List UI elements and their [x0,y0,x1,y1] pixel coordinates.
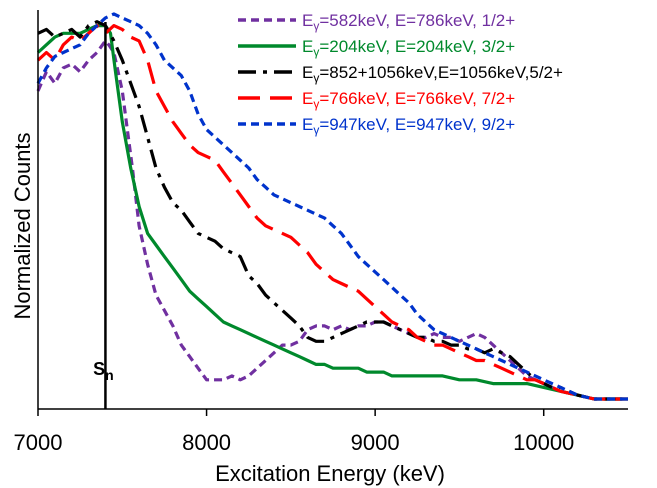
legend-entry-4: Eγ=766keV, E=766keV, 7/2+ [302,89,515,111]
legend-entry-3: Eγ=852+1056keV,E=1056keV,5/2+ [302,63,563,85]
y-axis-title: Normalized Counts [10,132,35,319]
x-tick-label: 7000 [14,430,63,455]
legend-entry-1: Eγ=582keV, E=786keV, 1/2+ [302,11,515,33]
legend-entry-rest: =582keV, E=786keV, 1/2+ [319,11,515,30]
x-axis-ticks: 7000 8000 9000 10000 [14,409,574,455]
x-tick-label: 9000 [351,430,400,455]
legend-entry-sub: γ [313,97,319,111]
legend-entry-main: E [302,37,313,56]
legend-entry-main: E [302,11,313,30]
legend-entry-main: E [302,63,313,82]
sn-label-main: S [93,359,105,379]
plot-area [36,12,628,401]
series-line-4 [36,24,628,401]
legend-entry-rest: =766keV, E=766keV, 7/2+ [319,89,515,108]
legend-entry-sub: γ [313,19,319,33]
legend-entry-5: Eγ=947keV, E=947keV, 9/2+ [302,115,515,137]
x-axis-title: Excitation Energy (keV) [215,461,445,486]
sn-label-sub: n [105,367,114,383]
x-tick-label: 8000 [182,430,231,455]
legend-entry-main: E [302,115,313,134]
legend-entry-rest: =852+1056keV,E=1056keV,5/2+ [319,63,563,82]
series-line-3 [37,20,628,401]
series-line-5 [36,12,628,401]
x-tick-label: 10000 [513,430,574,455]
legend-entry-2: Eγ=204keV, E=204keV, 3/2+ [302,37,515,59]
legend-entry-sub: γ [313,71,319,85]
legend-entry-main: E [302,89,313,108]
legend: Eγ=582keV, E=786keV, 1/2+Eγ=204keV, E=20… [238,11,563,137]
legend-entry-sub: γ [313,45,319,59]
series-line-2 [36,24,628,401]
series-line-1 [36,39,628,401]
legend-entry-rest: =204keV, E=204keV, 3/2+ [319,37,515,56]
legend-entry-rest: =947keV, E=947keV, 9/2+ [319,115,515,134]
legend-entry-sub: γ [313,123,319,137]
sn-label: Sn [93,359,114,383]
